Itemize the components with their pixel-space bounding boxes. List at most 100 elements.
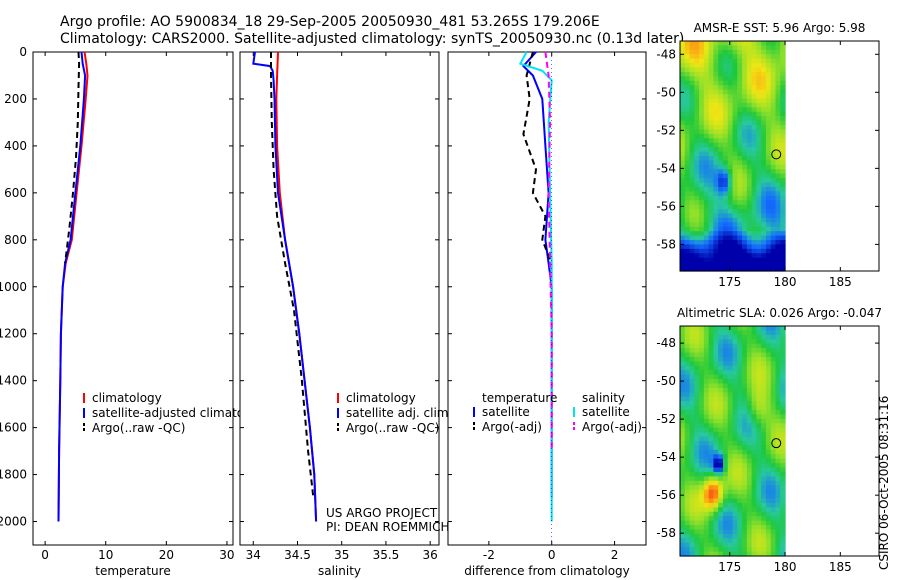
sst_map-cell: [708, 67, 715, 73]
sst_map-cell: [713, 107, 719, 113]
sst_map-cell: [694, 54, 700, 60]
sst_map-cell: [689, 169, 695, 175]
sla_map-cell: [708, 414, 715, 420]
sst_map-cell: [770, 89, 777, 95]
sla_map-cell: [761, 334, 767, 340]
sst_map-cell: [727, 98, 734, 104]
sst_map-cell: [703, 231, 710, 237]
sst_map-cell: [732, 133, 738, 139]
sla_map-cell: [746, 547, 753, 553]
sst_map-cell: [689, 147, 695, 153]
sla_map-argo-marker: [771, 438, 782, 449]
sla_map-cell: [765, 441, 772, 447]
sst_map-cell: [751, 262, 757, 268]
sla_map-cell: [746, 410, 753, 416]
sst_map-cell: [737, 111, 743, 117]
sst_map-cell: [727, 248, 734, 254]
sla_map-cell: [751, 485, 757, 491]
sla_map-cell: [756, 441, 762, 447]
sst_map-cell: [751, 147, 757, 153]
sla_map-cell: [699, 418, 705, 424]
sst_map-cell: [694, 209, 700, 215]
sla_map-cell: [680, 356, 686, 362]
difference-series-temperature-argo-adj-: [522, 51, 553, 264]
sla_map-cell: [722, 418, 729, 424]
sla_map-cell: [765, 538, 772, 544]
sla_map-cell: [727, 480, 734, 486]
sla_map-cell: [732, 449, 738, 455]
sst_map-cell: [737, 226, 743, 232]
sst_map-cell: [727, 266, 734, 272]
sla_map-cell: [761, 405, 767, 411]
sst_map-cell: [780, 71, 786, 77]
difference-legend-temperature-title: temperature: [482, 391, 557, 405]
sst_map-cell: [780, 45, 786, 51]
sla_map-cell: [694, 516, 700, 522]
sla_map-cell: [680, 507, 686, 513]
sst_map-cell: [737, 80, 743, 86]
sst_map-cell: [732, 54, 738, 60]
sst_map-cell: [727, 191, 734, 197]
sla_map-cell: [732, 547, 738, 553]
sla_map-cell: [775, 449, 781, 455]
sla_map-cell: [684, 476, 691, 482]
sla_map-cell: [742, 445, 748, 451]
sla_map-cell: [737, 392, 743, 398]
sst_map-cell: [780, 129, 786, 135]
sla_map-cell: [689, 467, 695, 473]
sst_map-cell: [713, 129, 719, 135]
sla_map-cell: [694, 326, 700, 332]
sla_map-cell: [708, 343, 715, 349]
sst_map-cell: [689, 244, 695, 250]
sst_map-cell: [718, 138, 724, 144]
sla_map-cell: [680, 339, 686, 345]
sst_map-cell: [727, 133, 734, 139]
sla_map-cell: [775, 414, 781, 420]
sla_map-cell: [751, 529, 757, 535]
sla_map-cell: [742, 533, 748, 539]
sla_map-cell: [689, 339, 695, 345]
sst_map-cell: [694, 248, 700, 254]
sla_map-cell: [770, 383, 777, 389]
sla_map-cell: [756, 352, 762, 358]
sla_map-cell: [727, 330, 734, 336]
sla_map-cell: [694, 507, 700, 513]
sst_map-cell: [699, 63, 705, 69]
sst_map-cell: [708, 58, 715, 64]
sst_map-cell: [703, 200, 710, 206]
sst_map-cell: [751, 248, 757, 254]
sla_map-cell: [775, 525, 781, 531]
sst_map-cell: [756, 116, 762, 122]
sla_map-cell: [732, 494, 738, 500]
sla_map-cell: [727, 365, 734, 371]
sla_map-cell: [746, 423, 753, 429]
sst_map-cell: [746, 85, 753, 91]
sla_map-cell: [732, 542, 738, 548]
sst_map-cell: [703, 156, 710, 162]
sla_map-cell: [708, 471, 715, 477]
sla_map-cell: [746, 476, 753, 482]
sst_map-cell: [737, 191, 743, 197]
sst_map-cell: [713, 231, 719, 237]
sst_map-cell: [761, 125, 767, 131]
sla_map-cell: [713, 516, 719, 522]
sla_map-cell: [684, 538, 691, 544]
sla_map-cell: [780, 427, 786, 433]
sla_map-cell: [689, 418, 695, 424]
sst_map-cell: [775, 102, 781, 108]
sst_map-cell: [765, 164, 772, 170]
sst_map-cell: [761, 160, 767, 166]
sst_map-cell: [708, 213, 715, 219]
sst_map-cell: [770, 41, 777, 47]
sst_map-cell: [742, 235, 748, 241]
sla_map-cell: [756, 396, 762, 402]
sla_map-cell: [684, 326, 691, 332]
sla_map-cell: [699, 516, 705, 522]
sst_map-cell: [751, 257, 757, 263]
sst_map-cell: [775, 169, 781, 175]
sla_map-cell: [746, 401, 753, 407]
sst_map-cell: [722, 213, 729, 219]
sla_map-cell: [742, 454, 748, 460]
sla_map-cell: [703, 449, 710, 455]
